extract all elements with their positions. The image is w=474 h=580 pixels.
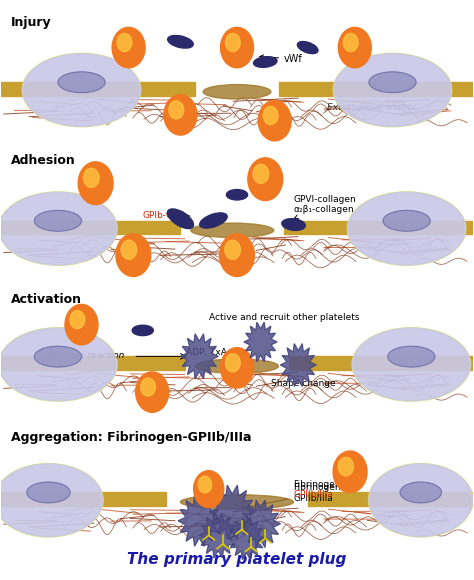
Text: ADP, TxA₂: ADP, TxA₂ (186, 348, 231, 357)
Text: Fibrinogen
GPIIb/IIIa: Fibrinogen GPIIb/IIIa (241, 483, 341, 510)
Ellipse shape (0, 464, 103, 536)
Text: Injury: Injury (11, 16, 52, 29)
Polygon shape (181, 334, 218, 379)
Circle shape (78, 162, 113, 205)
Ellipse shape (35, 211, 82, 231)
Text: Release reaction: Release reaction (48, 350, 124, 360)
Circle shape (333, 451, 367, 492)
Circle shape (198, 476, 212, 493)
Ellipse shape (27, 482, 70, 503)
Ellipse shape (369, 464, 473, 536)
Ellipse shape (168, 35, 193, 48)
Ellipse shape (227, 190, 247, 200)
FancyBboxPatch shape (1, 82, 195, 96)
Text: Extracellular matrix: Extracellular matrix (327, 103, 416, 113)
Ellipse shape (348, 192, 465, 265)
Ellipse shape (191, 223, 274, 238)
Circle shape (112, 27, 145, 68)
Circle shape (258, 100, 291, 141)
Circle shape (263, 107, 278, 125)
Circle shape (116, 234, 151, 277)
Text: GPIIb/IIIa: GPIIb/IIIa (293, 489, 333, 498)
Ellipse shape (35, 346, 82, 367)
Polygon shape (228, 517, 264, 560)
Ellipse shape (203, 85, 271, 99)
Ellipse shape (0, 192, 117, 265)
FancyBboxPatch shape (1, 492, 166, 506)
Ellipse shape (167, 209, 193, 229)
Ellipse shape (196, 359, 278, 374)
FancyBboxPatch shape (279, 82, 473, 96)
Text: Adhesion: Adhesion (11, 154, 75, 168)
FancyBboxPatch shape (289, 356, 473, 370)
Circle shape (248, 158, 283, 201)
Ellipse shape (23, 54, 140, 126)
Text: GPIb-vWf: GPIb-vWf (143, 211, 190, 220)
Text: Fibrinogen: Fibrinogen (293, 480, 341, 490)
Text: The primary platelet plug: The primary platelet plug (128, 552, 346, 567)
Circle shape (83, 168, 99, 187)
Ellipse shape (353, 328, 470, 401)
Circle shape (226, 34, 240, 52)
Circle shape (65, 304, 98, 345)
Circle shape (220, 347, 254, 388)
Circle shape (141, 378, 155, 396)
Circle shape (70, 310, 85, 329)
Circle shape (220, 27, 254, 68)
Ellipse shape (132, 325, 154, 336)
FancyBboxPatch shape (1, 356, 185, 370)
FancyBboxPatch shape (284, 220, 473, 234)
Polygon shape (241, 500, 280, 548)
Circle shape (121, 240, 137, 259)
Circle shape (219, 234, 255, 277)
Ellipse shape (388, 346, 435, 367)
Circle shape (225, 240, 240, 259)
Ellipse shape (0, 328, 117, 401)
Ellipse shape (369, 72, 416, 93)
Ellipse shape (254, 57, 277, 67)
Circle shape (136, 372, 169, 412)
Text: Activation: Activation (11, 293, 82, 306)
Circle shape (194, 471, 224, 508)
Ellipse shape (200, 213, 227, 228)
Polygon shape (199, 513, 237, 558)
Text: Shape change: Shape change (271, 379, 335, 389)
Ellipse shape (181, 495, 293, 509)
Ellipse shape (400, 482, 441, 503)
Ellipse shape (383, 211, 430, 231)
Circle shape (117, 34, 132, 52)
Polygon shape (280, 344, 316, 386)
FancyBboxPatch shape (1, 220, 181, 234)
Text: Active and recruit other platelets: Active and recruit other platelets (209, 313, 359, 322)
Circle shape (169, 101, 184, 119)
Circle shape (164, 95, 197, 135)
Text: GPVI-collagen
α₂β₁-collagen: GPVI-collagen α₂β₁-collagen (293, 195, 356, 219)
Polygon shape (210, 485, 255, 539)
Text: Aggregation: Fibrinogen-GPIIb/IIIa: Aggregation: Fibrinogen-GPIIb/IIIa (11, 432, 251, 444)
FancyBboxPatch shape (308, 492, 473, 506)
Circle shape (253, 164, 269, 183)
Circle shape (226, 354, 240, 372)
Polygon shape (178, 495, 220, 546)
Text: vWf: vWf (260, 54, 303, 64)
Ellipse shape (297, 42, 318, 53)
Ellipse shape (334, 54, 451, 126)
Circle shape (343, 34, 358, 52)
Circle shape (338, 27, 371, 68)
Ellipse shape (282, 219, 305, 230)
Circle shape (338, 457, 354, 476)
Ellipse shape (58, 72, 105, 93)
Polygon shape (244, 322, 277, 362)
